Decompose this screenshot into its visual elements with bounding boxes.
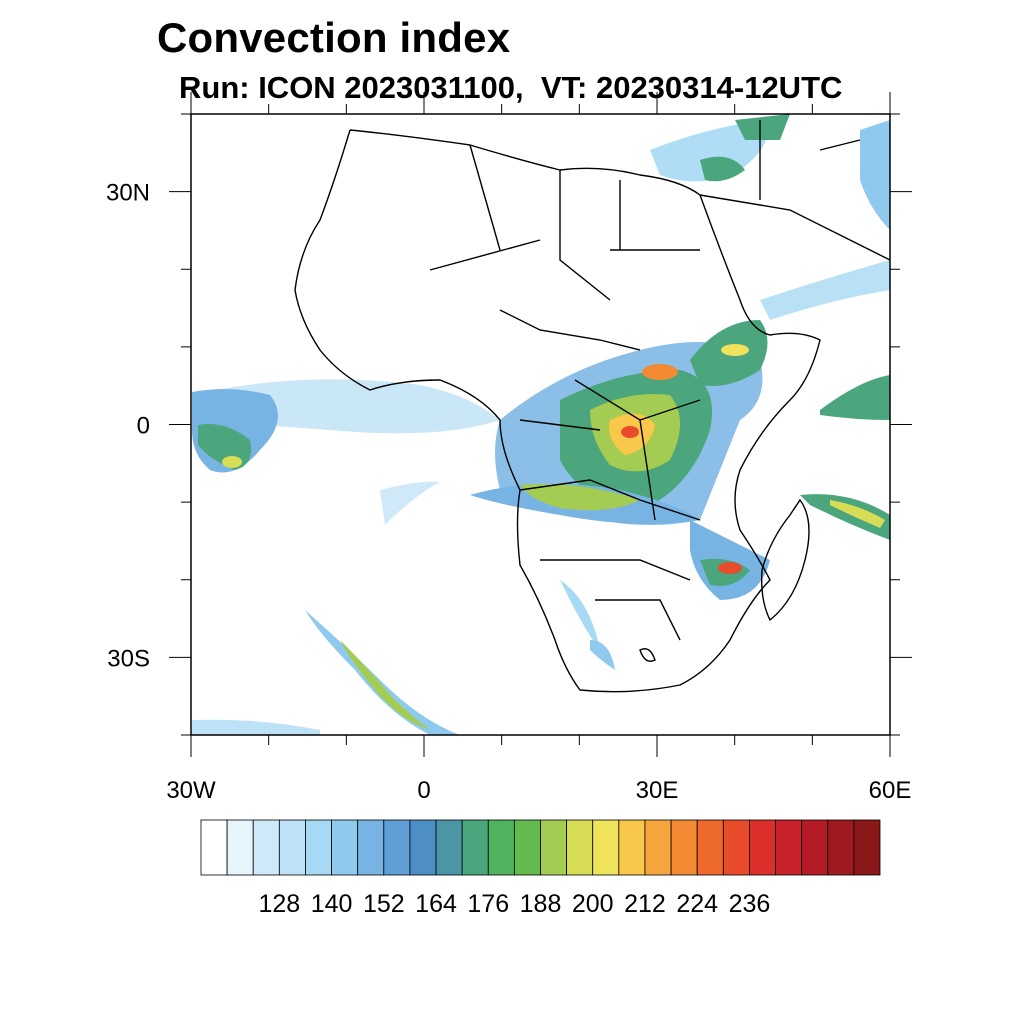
colorbar: 128 140 152 164 176 188 200 212 224 236 (200, 819, 881, 918)
colorbar-swatch (461, 819, 489, 876)
colorbar-swatch (696, 819, 724, 876)
colorbar-swatch (357, 819, 385, 876)
colorbar-swatch (618, 819, 646, 876)
axis-ticks: 30W 0 30E 60E 30N 0 30S (106, 92, 912, 804)
colorbar-swatch (566, 819, 594, 876)
colorbar-swatch (435, 819, 463, 876)
colorbar-swatch (801, 819, 829, 876)
y-tick-label: 0 (137, 413, 150, 440)
x-tick-label: 30W (166, 777, 216, 804)
colorbar-swatch (827, 819, 855, 876)
colorbar-label: 200 (572, 890, 614, 918)
x-tick-label: 0 (417, 777, 430, 804)
colorbar-swatch (592, 819, 620, 876)
colorbar-swatch (670, 819, 698, 876)
colorbar-label: 236 (729, 890, 771, 918)
colorbar-swatch (305, 819, 332, 876)
colorbar-swatch (853, 819, 881, 876)
colorbar-label: 224 (676, 890, 718, 918)
colorbar-swatch (722, 819, 750, 876)
colorbar-swatch (278, 819, 306, 876)
colorbar-swatch (383, 819, 411, 876)
map-subtitle: Run: ICON 2023031100, VT: 20230314-12UTC (179, 70, 843, 105)
coastlines (294, 120, 890, 693)
colorbar-label: 152 (363, 890, 405, 918)
colorbar-swatch (226, 819, 254, 876)
colorbar-label: 212 (624, 890, 666, 918)
colorbar-label: 188 (520, 890, 562, 918)
y-tick-label: 30N (106, 180, 150, 207)
colorbar-swatch (409, 819, 437, 876)
colorbar-label: 164 (415, 890, 457, 918)
colorbar-swatch (540, 819, 568, 876)
colorbar-swatch (252, 819, 280, 876)
x-tick-label: 60E (869, 777, 912, 804)
y-tick-label: 30S (107, 645, 150, 672)
colorbar-label: 140 (311, 890, 353, 918)
colorbar-swatch (487, 819, 515, 876)
colorbar-swatch (513, 819, 541, 876)
colorbar-swatch (749, 819, 776, 876)
map-title: Convection index (157, 14, 511, 61)
colorbar-swatch (331, 819, 359, 876)
colorbar-label: 176 (467, 890, 509, 918)
colorbar-swatch (644, 819, 672, 876)
colorbar-swatch (775, 819, 803, 876)
x-tick-label: 30E (636, 777, 679, 804)
convection-field (192, 114, 890, 735)
colorbar-label: 128 (258, 890, 300, 918)
colorbar-swatch (200, 819, 228, 876)
